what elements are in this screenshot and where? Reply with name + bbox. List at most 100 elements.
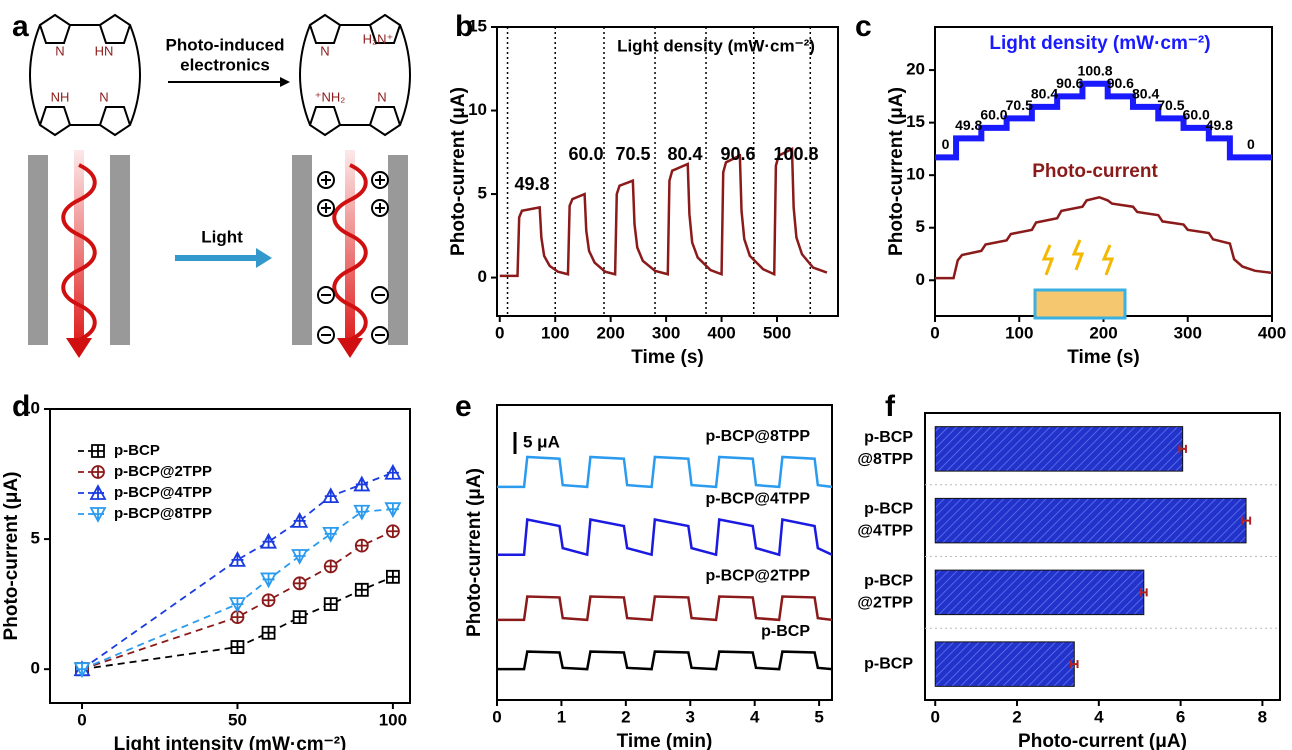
marker <box>73 662 91 679</box>
x-tick-label: 5 <box>814 707 823 726</box>
step-label: 60.0 <box>980 107 1007 123</box>
step-label: 70.5 <box>1157 97 1184 113</box>
y-tick-label: 15 <box>906 112 925 131</box>
marker <box>261 625 276 640</box>
x-tick-label: 0 <box>77 710 86 729</box>
y-tick-label: 20 <box>906 60 925 79</box>
step-label: 70.5 <box>1006 97 1033 113</box>
marker <box>322 526 340 543</box>
x-tick-label: 0 <box>492 707 501 726</box>
y-axis-title: Photo-current (μA) <box>886 87 907 256</box>
atom-label: NH <box>51 89 70 104</box>
marker <box>322 487 340 504</box>
x-tick-label: 0 <box>930 323 939 342</box>
device-icon <box>1041 239 1115 276</box>
marker <box>228 551 246 567</box>
marker <box>291 511 309 528</box>
panel-label: f <box>885 390 896 423</box>
marker <box>291 549 309 565</box>
x-tick-label: 2 <box>1012 707 1021 726</box>
y-tick-label: 0 <box>916 270 925 289</box>
marker <box>228 597 246 614</box>
marker <box>323 597 338 612</box>
marker <box>89 484 107 500</box>
arrow-head <box>256 248 272 268</box>
x-tick-label: 2 <box>621 707 630 726</box>
arrow-head <box>280 77 290 87</box>
x-tick-label: 400 <box>707 323 735 342</box>
annotation: Light density (mW·cm⁻²) <box>989 33 1210 54</box>
y-axis-title: Photo-current (μA) <box>464 468 485 637</box>
charges <box>317 171 389 344</box>
marker <box>384 502 402 519</box>
marker <box>384 463 402 480</box>
marker <box>230 610 245 625</box>
panel-label: d <box>12 390 30 423</box>
data-line <box>497 650 833 671</box>
x-tick-label: 8 <box>1258 707 1267 726</box>
panel-label: b <box>455 10 473 43</box>
channel-wall <box>28 155 48 345</box>
data-line <box>499 146 828 278</box>
x-axis-title: Light intensity (mW·cm⁻²) <box>114 734 347 750</box>
category-label: p-BCP @8TPP <box>857 429 913 468</box>
x-axis-title: Time (min) <box>617 731 713 750</box>
error-bar <box>1178 444 1187 453</box>
bar <box>934 641 1075 687</box>
pulse-label: 49.8 <box>514 174 549 194</box>
molecule-right <box>299 13 411 137</box>
x-tick-label: 100 <box>1005 323 1033 342</box>
marker <box>260 532 278 549</box>
step-label: 100.8 <box>1078 62 1113 78</box>
x-tick-label: 200 <box>596 323 624 342</box>
y-tick-label: 15 <box>468 16 487 35</box>
series-label: p-BCP@8TPP <box>706 428 811 445</box>
step-label: 90.6 <box>1056 75 1083 91</box>
step-label: 90.6 <box>1107 75 1134 91</box>
channel-wall <box>388 155 408 345</box>
x-tick-label: 6 <box>1176 707 1185 726</box>
category-label: p-BCP @4TPP <box>857 501 913 540</box>
x-axis-title: Time (s) <box>1067 347 1140 368</box>
series-label: p-BCP@4TPP <box>706 491 811 508</box>
x-tick-label: 300 <box>652 323 680 342</box>
data-line <box>935 195 1273 280</box>
panel-a: a Photo-induced electronics Light <box>12 10 411 358</box>
x-tick-label: 4 <box>1094 707 1104 726</box>
x-tick-label: 0 <box>495 323 504 342</box>
marker <box>386 569 400 584</box>
pulse-label: 70.5 <box>615 144 650 164</box>
beam-head <box>337 338 363 358</box>
y-tick-label: 5 <box>478 184 487 203</box>
plot-frame <box>496 404 833 701</box>
x-tick-label: 100 <box>541 323 569 342</box>
series-label: p-BCP@2TPP <box>706 568 811 585</box>
pulse-label: 90.6 <box>720 144 755 164</box>
atom-label: N <box>55 43 64 58</box>
atom-label: ⁺NH₂ <box>315 89 346 104</box>
annotation: Light density (mW·cm⁻²) <box>617 36 815 55</box>
y-tick-label: 5 <box>916 217 925 236</box>
bar <box>934 569 1145 616</box>
molecule-left <box>29 13 141 137</box>
category-label: p-BCP @2TPP <box>857 573 913 612</box>
bar <box>934 426 1184 472</box>
data-line <box>497 595 833 622</box>
light-label: Light <box>201 227 243 246</box>
pulse-label: 60.0 <box>568 144 603 164</box>
step-label: 0 <box>942 136 950 152</box>
y-tick-label: 10 <box>468 100 487 119</box>
panel-label: c <box>855 10 872 43</box>
legend-label: p-BCP <box>114 442 160 459</box>
marker <box>353 475 371 492</box>
y-tick-label: 5 <box>31 529 40 548</box>
marker <box>386 524 400 539</box>
x-axis-title: Time (s) <box>631 347 704 368</box>
y-tick-label: 10 <box>906 165 925 184</box>
light-wave <box>332 163 368 342</box>
scale-bar-label: 5 μA <box>523 432 560 451</box>
atom-label: N <box>99 89 108 104</box>
step-label: 80.4 <box>1132 86 1159 102</box>
data-line <box>935 80 1272 161</box>
